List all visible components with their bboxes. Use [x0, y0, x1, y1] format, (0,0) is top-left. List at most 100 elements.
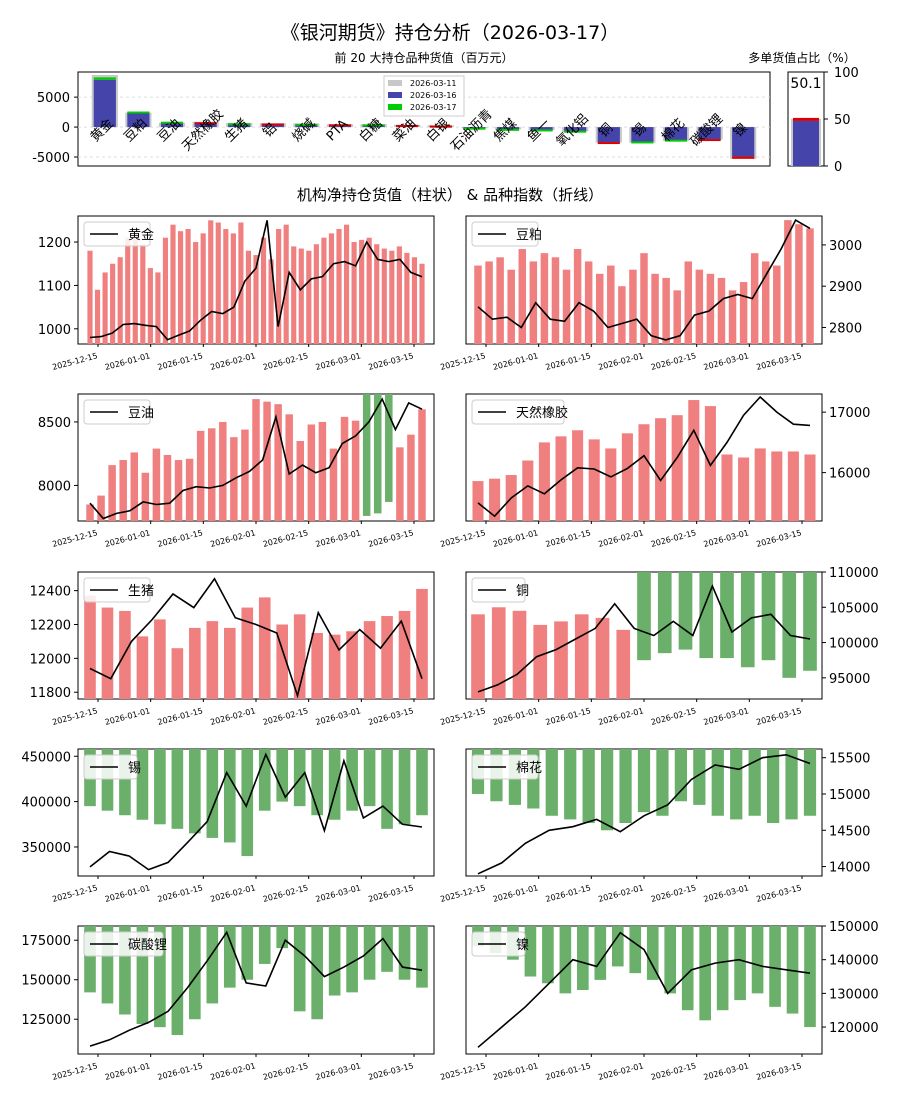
panel-bar — [253, 255, 259, 344]
panel-xtick-label: 2025-12-15 — [439, 528, 486, 549]
panel-xtick-label: 2026-03-15 — [367, 883, 414, 904]
panel-bar — [241, 429, 249, 521]
panel-bar — [276, 229, 282, 344]
panel-bar — [720, 572, 734, 659]
panel-xtick-label: 2026-02-15 — [262, 351, 309, 372]
panel-xtick-label: 2026-01-15 — [157, 528, 204, 549]
panel-xtick-label: 2025-12-15 — [439, 706, 486, 727]
panel-bar — [699, 926, 711, 1021]
panel-bar — [717, 277, 726, 344]
panel-bar — [540, 253, 549, 344]
panel-bar — [84, 595, 96, 699]
panel-bar — [662, 277, 670, 344]
panel-bar — [136, 749, 149, 820]
panel-bar — [730, 749, 743, 820]
panel-xtick-label: 2026-02-01 — [209, 528, 256, 549]
panel-bar — [621, 433, 633, 521]
panel-bar — [110, 263, 116, 344]
panel-xtick-label: 2026-02-15 — [262, 528, 309, 549]
panel-bar — [223, 627, 236, 699]
panel-bar — [130, 452, 139, 521]
panel-bar — [328, 749, 341, 820]
panel-bar — [489, 478, 501, 521]
panel-bar — [773, 265, 781, 344]
top20-bar-0317 — [328, 124, 352, 127]
panel-bar — [693, 749, 706, 805]
panel-bar — [664, 926, 677, 994]
panel-bar — [263, 401, 271, 521]
panel-xtick-label: 2026-03-01 — [703, 706, 750, 727]
panel-bar — [193, 242, 199, 344]
top20-bar-0317 — [664, 139, 688, 142]
panel-bar — [154, 749, 166, 825]
panel-bar — [147, 268, 153, 344]
panel-index-line — [89, 577, 423, 699]
panel-bar — [119, 926, 131, 1015]
panel-bar — [171, 648, 184, 699]
panel-legend — [471, 399, 565, 425]
panel-bar — [398, 610, 411, 699]
panel-ytick-label: 17000 — [829, 406, 870, 421]
panel-xtick-label: 2026-01-15 — [545, 706, 592, 727]
panel-p-nickel: 120000 130000 140000 150000 2025-12-15 2026-0… — [439, 920, 878, 1082]
top20-bar-0316 — [564, 127, 587, 131]
panel-bar — [258, 749, 271, 811]
panel-bar — [616, 629, 631, 699]
panel-bar — [381, 749, 393, 829]
legend-label: 2026-03-11 — [410, 79, 457, 88]
top20-category-label: 生猪 — [222, 116, 251, 145]
panel-bar — [141, 472, 150, 521]
page-title: 《银河期货》持仓分析（2026-03-17） — [280, 22, 620, 44]
panel-bar — [291, 246, 297, 344]
panel-bar — [363, 926, 376, 980]
panel-bar — [806, 228, 814, 344]
panel-bar — [351, 242, 357, 344]
top20-category-label: 焦煤 — [491, 116, 520, 145]
panel-bar — [716, 926, 729, 1011]
panel-bar — [101, 926, 114, 1004]
panel-bar — [471, 614, 485, 699]
panel-bar — [804, 926, 816, 1028]
top20-bar-0317 — [496, 128, 520, 131]
panel-bar — [223, 229, 229, 344]
panel-ytick-label: 15500 — [829, 752, 870, 767]
panel-bar — [363, 621, 376, 699]
panel-bar — [381, 926, 393, 972]
panel-bar — [600, 749, 614, 831]
panel-ytick-label: 3000 — [829, 239, 862, 254]
panel-bar — [177, 231, 184, 344]
panel-bar — [136, 926, 149, 1024]
panel-ytick-label: 1000 — [38, 323, 71, 338]
panel-bar — [674, 749, 688, 802]
panel-bar — [761, 572, 776, 661]
top20-category-label: 烧碱 — [289, 116, 318, 145]
panel-index-line — [89, 752, 423, 871]
panel-xtick-label: 2026-03-15 — [755, 883, 802, 904]
panel-bar — [619, 749, 632, 824]
panel-bar — [346, 749, 358, 811]
top20-bar-0316 — [597, 127, 620, 143]
panel-bar — [313, 244, 319, 344]
panel-bar — [496, 257, 504, 344]
panel-bar — [362, 394, 371, 516]
panel-bar — [803, 572, 817, 671]
panel-bar — [629, 269, 637, 344]
top20-chart: 前 20 大持仓品种货值（百万元）-500005000黄金 豆粕 豆油天然橡胶生猪铝… — [32, 50, 771, 167]
panel-bar — [407, 434, 415, 521]
panel-ytick-label: 15000 — [829, 788, 870, 803]
panel-bar — [102, 272, 108, 344]
panel-bar — [574, 614, 589, 699]
panel-xtick-label: 2026-03-01 — [315, 883, 362, 904]
panel-xtick-label: 2025-12-15 — [51, 528, 98, 549]
panel-bar — [132, 233, 138, 344]
top20-bar-0317 — [396, 124, 419, 127]
panel-bar — [491, 607, 506, 699]
panel-bar — [389, 250, 395, 344]
panel-xtick-label: 2026-02-01 — [597, 1061, 644, 1082]
panel-xtick-label: 2026-02-01 — [597, 706, 644, 727]
panel-xtick-label: 2026-02-15 — [650, 351, 697, 372]
panel-xtick-label: 2026-01-15 — [545, 1061, 592, 1082]
panel-ytick-label: 95000 — [829, 672, 870, 687]
panel-bar — [117, 257, 123, 344]
